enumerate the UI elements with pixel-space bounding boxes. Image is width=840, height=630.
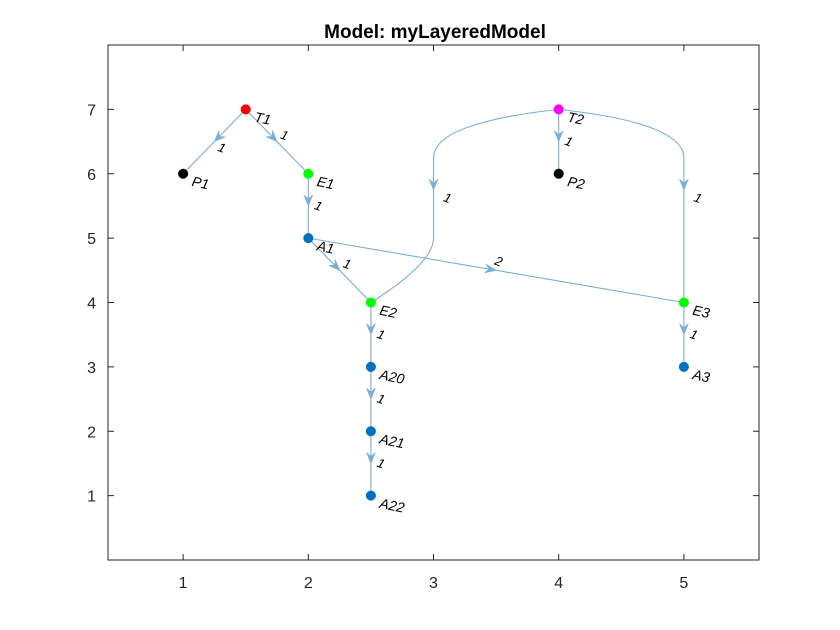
axes-box <box>107 44 760 561</box>
edge-arrowhead <box>366 323 376 336</box>
x-tick-label: 2 <box>304 575 313 592</box>
node-label-t1: T1 <box>253 109 272 128</box>
node-marker-p1[interactable] <box>178 168 189 179</box>
node-label-a3: A3 <box>690 366 711 385</box>
edge-arrowhead <box>265 130 278 143</box>
y-tick-label: 2 <box>87 424 96 441</box>
node-marker-e3[interactable] <box>678 297 689 308</box>
edge-arrowhead <box>679 178 689 191</box>
edge-weight-label: 1 <box>688 326 700 343</box>
edge-weight-label: 1 <box>312 198 324 215</box>
edge-arrowhead <box>213 130 226 143</box>
nodes-layer: T1 P1 E1 A1 E2 A20 A21 A22 T2 P2 E3 A3 <box>178 104 712 516</box>
node-marker-e2[interactable] <box>365 297 376 308</box>
edge-arrowhead <box>679 323 689 336</box>
node-marker-t2[interactable] <box>553 104 564 115</box>
edge-arrowhead <box>303 194 314 207</box>
x-tick-label: 5 <box>679 575 688 592</box>
node-label-p2: P2 <box>566 173 586 192</box>
y-tick-label: 6 <box>87 167 96 184</box>
node-marker-p2[interactable] <box>553 168 564 179</box>
node-marker-a21[interactable] <box>365 426 376 437</box>
edge-arrowhead <box>366 387 376 400</box>
plot-title: Model: myLayeredModel <box>324 22 546 43</box>
node-label-e1: E1 <box>316 173 336 192</box>
node-label-p1: P1 <box>190 173 210 192</box>
edge-line <box>370 108 559 303</box>
edge-weight-label: 1 <box>375 391 387 408</box>
node-label-a20: A20 <box>377 366 406 387</box>
edge-arrowhead <box>428 178 439 191</box>
edge-arrowhead <box>366 452 376 465</box>
x-tick-label: 1 <box>179 575 188 592</box>
node-marker-t1[interactable] <box>240 104 251 115</box>
edge-weight-label: 1 <box>279 127 291 144</box>
edge-weight-label: 1 <box>375 455 387 472</box>
edge-arrowhead <box>484 263 497 274</box>
y-tick-label: 3 <box>87 360 96 377</box>
y-tick-label: 4 <box>87 296 96 313</box>
edge-weight-label: 1 <box>692 190 704 207</box>
edge-weight-label: 1 <box>563 133 575 150</box>
node-label-e3: E3 <box>691 302 711 321</box>
x-tick-label: 3 <box>429 575 438 592</box>
edge-line <box>558 108 685 303</box>
y-tick-label: 1 <box>87 489 96 506</box>
node-marker-a20[interactable] <box>365 361 376 372</box>
node-label-a21: A21 <box>377 430 406 451</box>
node-marker-a22[interactable] <box>365 490 376 501</box>
node-marker-e1[interactable] <box>303 168 314 179</box>
axis-ticks: 1 2 3 4 5 1 2 3 4 5 6 7 <box>87 45 759 592</box>
node-marker-a3[interactable] <box>678 361 689 372</box>
edge-weight-label: 1 <box>341 256 353 273</box>
y-tick-label: 7 <box>87 102 96 119</box>
node-label-a1: A1 <box>315 237 336 256</box>
x-tick-label: 4 <box>554 575 563 592</box>
node-label-t2: T2 <box>566 109 586 128</box>
node-label-a22: A22 <box>377 495 406 516</box>
y-tick-label: 5 <box>87 231 96 248</box>
edge-weight-label: 1 <box>216 139 228 156</box>
edge-arrowhead <box>553 130 564 143</box>
node-label-e2: E2 <box>378 302 398 321</box>
edge-arrowhead <box>328 259 341 271</box>
node-marker-a1[interactable] <box>303 233 314 244</box>
edge-weight-label: 1 <box>375 326 387 343</box>
edge-weight-label: 1 <box>442 190 454 207</box>
edges-layer <box>182 108 689 496</box>
